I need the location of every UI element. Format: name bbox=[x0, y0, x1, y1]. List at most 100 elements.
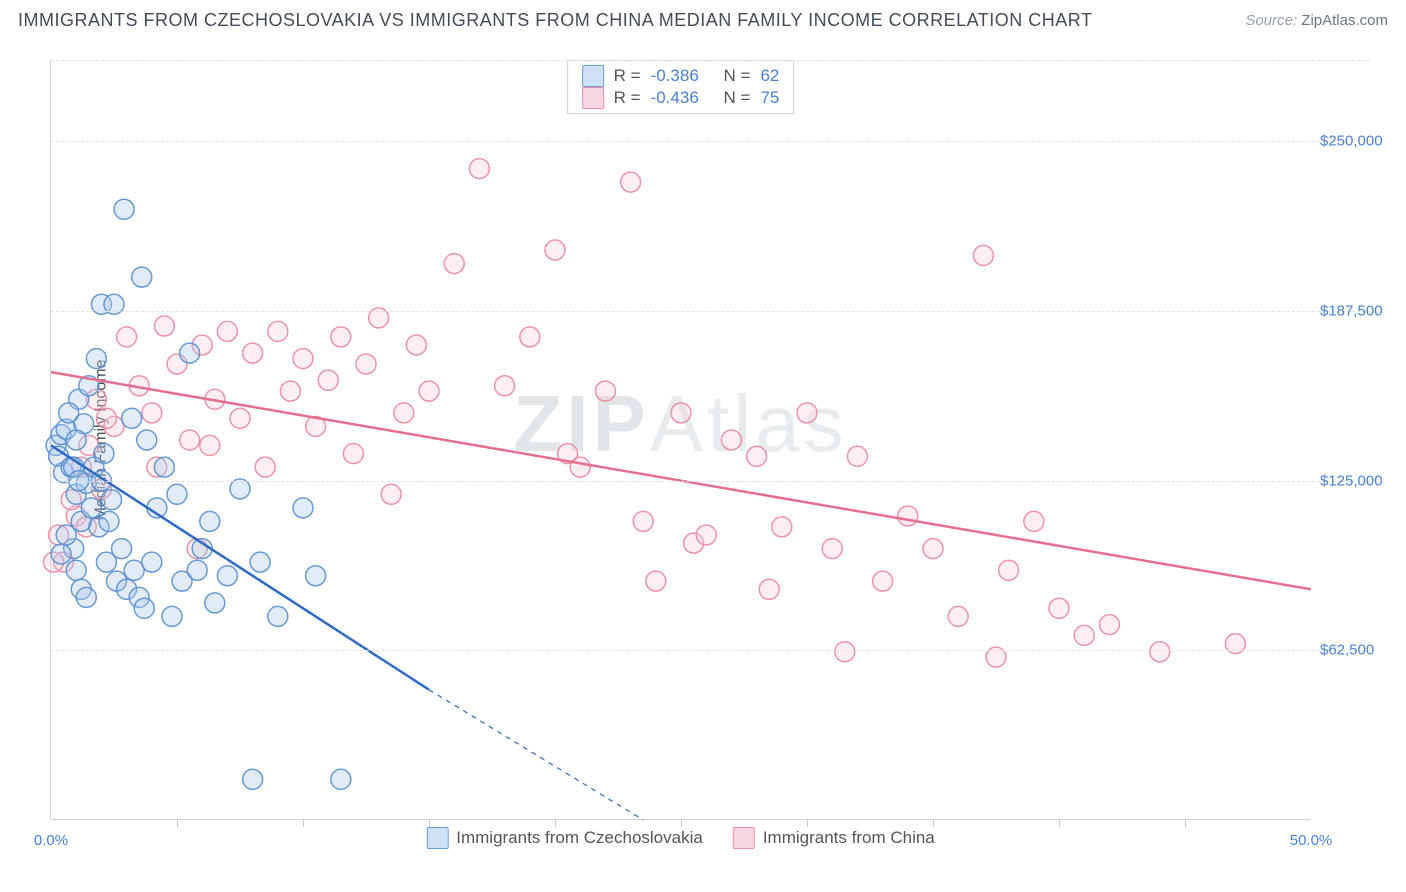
gridline-h bbox=[51, 141, 1370, 142]
scatter-point-china bbox=[873, 571, 893, 591]
swatch-blue-icon bbox=[426, 827, 448, 849]
scatter-point-czech bbox=[59, 403, 79, 423]
scatter-point-czech bbox=[187, 560, 207, 580]
scatter-point-china bbox=[495, 376, 515, 396]
x-tick-minor bbox=[1185, 819, 1186, 827]
scatter-point-czech bbox=[268, 606, 288, 626]
scatter-point-china bbox=[293, 349, 313, 369]
x-tick-minor bbox=[933, 819, 934, 827]
scatter-point-china bbox=[142, 403, 162, 423]
chart-title: IMMIGRANTS FROM CZECHOSLOVAKIA VS IMMIGR… bbox=[18, 10, 1092, 31]
scatter-point-czech bbox=[76, 587, 96, 607]
legend-item-czech: Immigrants from Czechoslovakia bbox=[426, 827, 703, 849]
swatch-pink-icon bbox=[733, 827, 755, 849]
scatter-point-czech bbox=[167, 484, 187, 504]
scatter-point-czech bbox=[217, 566, 237, 586]
gridline-h bbox=[51, 481, 1370, 482]
scatter-point-china bbox=[230, 408, 250, 428]
scatter-point-czech bbox=[114, 199, 134, 219]
x-tick-minor bbox=[177, 819, 178, 827]
scatter-point-china bbox=[200, 435, 220, 455]
scatter-point-czech bbox=[154, 457, 174, 477]
scatter-point-china bbox=[747, 446, 767, 466]
x-tick-label: 0.0% bbox=[34, 832, 68, 849]
scatter-point-czech bbox=[101, 490, 121, 510]
scatter-point-china bbox=[797, 403, 817, 423]
source-prefix: Source: bbox=[1245, 12, 1301, 29]
scatter-point-china bbox=[356, 354, 376, 374]
source-link[interactable]: ZipAtlas.com bbox=[1301, 12, 1388, 29]
scatter-point-china bbox=[280, 381, 300, 401]
scatter-point-china bbox=[646, 571, 666, 591]
scatter-point-china bbox=[1150, 642, 1170, 662]
scatter-point-china bbox=[923, 539, 943, 559]
scatter-point-china bbox=[595, 381, 615, 401]
scatter-point-czech bbox=[66, 430, 86, 450]
y-tick-label: $62,500 bbox=[1320, 642, 1400, 659]
scatter-point-china bbox=[406, 335, 426, 355]
scatter-point-china bbox=[898, 506, 918, 526]
scatter-point-china bbox=[671, 403, 691, 423]
y-tick-label: $125,000 bbox=[1320, 472, 1400, 489]
scatter-point-czech bbox=[205, 593, 225, 613]
x-tick-label: 50.0% bbox=[1290, 832, 1333, 849]
scatter-point-china bbox=[696, 525, 716, 545]
scatter-point-china bbox=[570, 457, 590, 477]
scatter-point-china bbox=[180, 430, 200, 450]
scatter-point-china bbox=[331, 327, 351, 347]
x-tick-minor bbox=[555, 819, 556, 827]
x-tick-minor bbox=[681, 819, 682, 827]
scatter-point-china bbox=[999, 560, 1019, 580]
title-bar: IMMIGRANTS FROM CZECHOSLOVAKIA VS IMMIGR… bbox=[18, 10, 1388, 31]
scatter-point-china bbox=[217, 321, 237, 341]
scatter-point-china bbox=[772, 517, 792, 537]
scatter-point-czech bbox=[86, 349, 106, 369]
scatter-point-czech bbox=[112, 539, 132, 559]
scatter-point-czech bbox=[200, 511, 220, 531]
y-tick-label: $250,000 bbox=[1320, 133, 1400, 150]
plot-area: ZIPAtlas Median Family Income R = -0.386… bbox=[50, 60, 1310, 820]
scatter-point-czech bbox=[180, 343, 200, 363]
scatter-point-china bbox=[822, 539, 842, 559]
gridline-h bbox=[51, 60, 1370, 61]
scatter-point-china bbox=[394, 403, 414, 423]
scatter-point-china bbox=[520, 327, 540, 347]
scatter-point-czech bbox=[293, 498, 313, 518]
scatter-point-china bbox=[96, 408, 116, 428]
legend-label-czech: Immigrants from Czechoslovakia bbox=[456, 828, 703, 848]
gridline-h bbox=[51, 311, 1370, 312]
scatter-point-china bbox=[973, 245, 993, 265]
x-tick-minor bbox=[807, 819, 808, 827]
scatter-point-china bbox=[469, 159, 489, 179]
scatter-point-czech bbox=[134, 598, 154, 618]
scatter-point-china bbox=[243, 343, 263, 363]
scatter-point-china bbox=[1074, 625, 1094, 645]
scatter-point-china bbox=[444, 254, 464, 274]
x-tick-minor bbox=[303, 819, 304, 827]
scatter-point-czech bbox=[230, 479, 250, 499]
scatter-point-czech bbox=[162, 606, 182, 626]
scatter-point-china bbox=[381, 484, 401, 504]
legend-item-china: Immigrants from China bbox=[733, 827, 935, 849]
scatter-point-china bbox=[759, 579, 779, 599]
scatter-point-china bbox=[117, 327, 137, 347]
scatter-point-china bbox=[268, 321, 288, 341]
regression-line-dash-czech bbox=[429, 690, 643, 820]
scatter-point-czech bbox=[66, 560, 86, 580]
scatter-point-china bbox=[633, 511, 653, 531]
scatter-point-china bbox=[621, 172, 641, 192]
scatter-point-china bbox=[721, 430, 741, 450]
scatter-point-china bbox=[419, 381, 439, 401]
scatter-point-china bbox=[1024, 511, 1044, 531]
scatter-point-china bbox=[847, 446, 867, 466]
plot-svg bbox=[51, 60, 1310, 819]
scatter-point-czech bbox=[306, 566, 326, 586]
scatter-point-czech bbox=[81, 498, 101, 518]
y-tick-label: $187,500 bbox=[1320, 303, 1400, 320]
scatter-point-czech bbox=[99, 511, 119, 531]
scatter-point-czech bbox=[250, 552, 270, 572]
scatter-point-czech bbox=[331, 769, 351, 789]
scatter-point-czech bbox=[51, 544, 71, 564]
scatter-point-china bbox=[343, 444, 363, 464]
scatter-point-china bbox=[318, 370, 338, 390]
